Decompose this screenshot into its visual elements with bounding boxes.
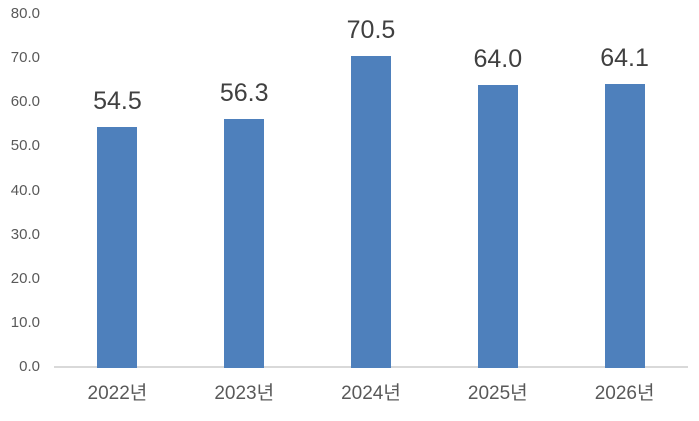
data-label: 70.5: [346, 15, 396, 44]
data-label: 64.0: [473, 44, 523, 73]
bar: [604, 84, 645, 368]
data-label: 56.3: [219, 78, 269, 107]
y-tick-label: 0.0: [19, 358, 40, 375]
y-tick-label: 60.0: [10, 93, 40, 111]
y-tick-label: 20.0: [10, 269, 40, 287]
bar: [351, 55, 391, 368]
bar: [477, 84, 518, 368]
bar: [224, 118, 265, 368]
y-tick-label: 10.0: [10, 313, 40, 331]
data-label: 64.1: [600, 44, 649, 73]
y-tick-label: 70.0: [10, 49, 40, 67]
bar: [97, 126, 138, 368]
data-label: 54.5: [93, 86, 142, 115]
y-tick-label: 30.0: [10, 225, 40, 243]
x-tick-label: 2023년: [214, 383, 275, 404]
y-tick-label: 40.0: [10, 181, 40, 199]
y-tick-label: 80.0: [10, 5, 40, 22]
x-tick-label: 2026년: [594, 383, 655, 404]
y-tick-label: 50.0: [10, 137, 40, 155]
x-tick-label: 2025년: [467, 383, 528, 404]
x-tick-label: 2022년: [87, 383, 148, 404]
x-tick-label: 2024년: [341, 383, 401, 404]
